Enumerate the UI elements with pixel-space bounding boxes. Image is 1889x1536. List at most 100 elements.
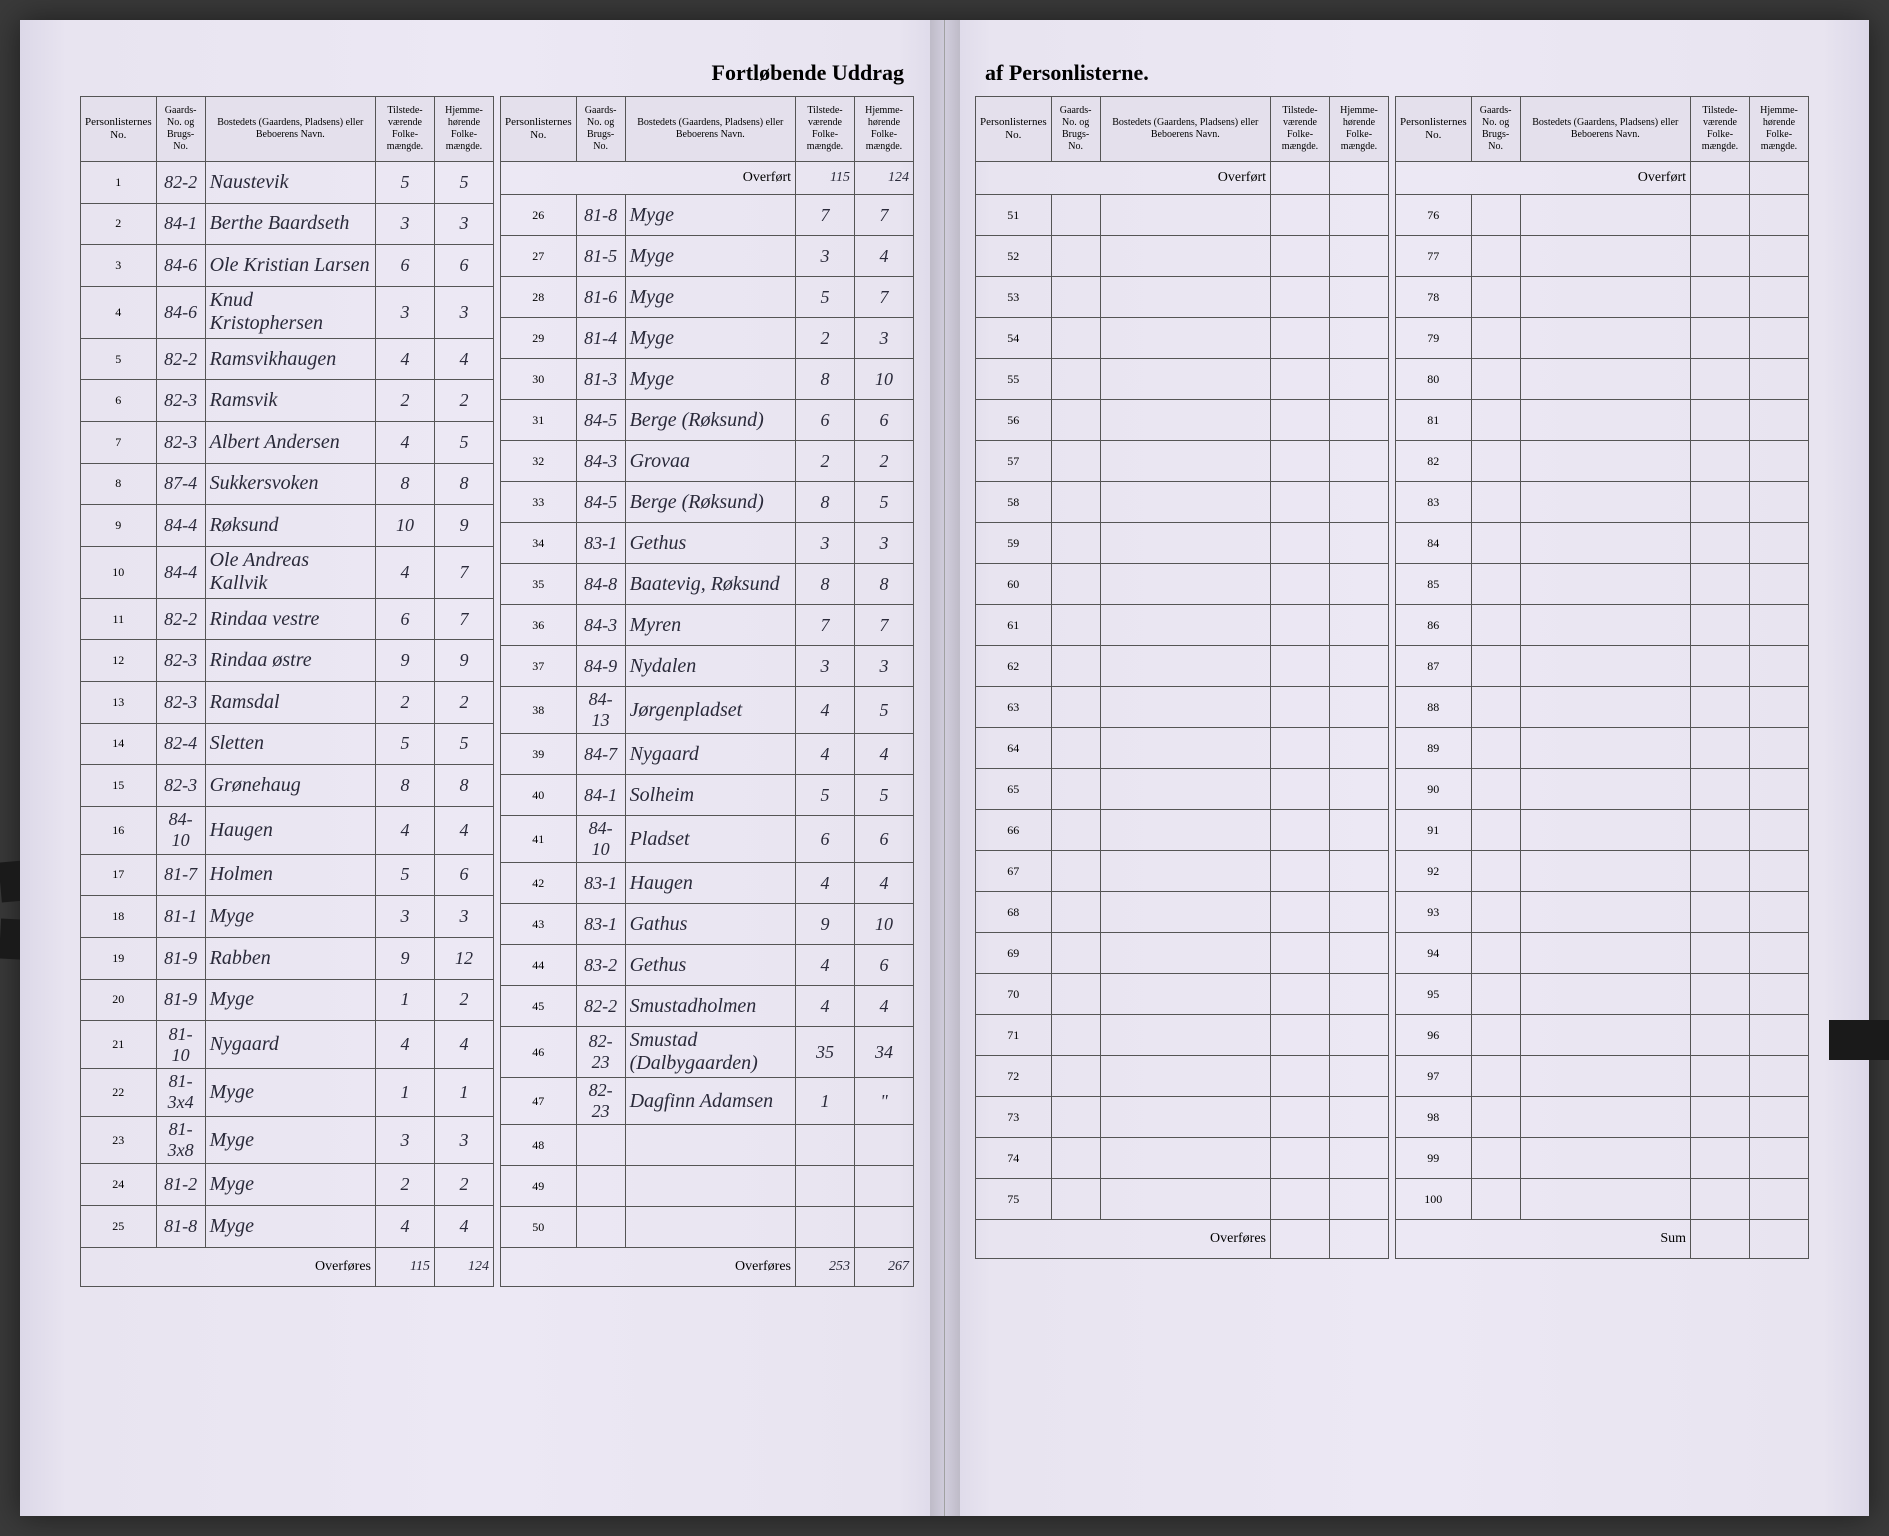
table-row: 57: [976, 441, 1389, 482]
table-row: 62: [976, 646, 1389, 687]
row-gard: [1051, 1138, 1100, 1179]
row-tilst: [1271, 236, 1330, 277]
table-row: 66: [976, 810, 1389, 851]
row-tilst: 4: [376, 422, 435, 464]
row-gard: 82-2: [156, 162, 205, 204]
row-gard: 84-3: [576, 605, 625, 646]
row-num: 99: [1396, 1138, 1472, 1179]
table-row: 4383-1Gathus910: [501, 904, 914, 945]
row-num: 56: [976, 400, 1052, 441]
ledger-table-1: Personlisternes No. Gaards-No. og Brugs-…: [80, 96, 494, 1287]
table-row: 182-2Naustevik55: [81, 162, 494, 204]
row-gard: [1471, 195, 1520, 236]
row-gard: 81-8: [576, 195, 625, 236]
row-tilst: 2: [796, 441, 855, 482]
table-row: 3684-3Myren77: [501, 605, 914, 646]
row-hjem: 6: [435, 245, 494, 287]
row-tilst: 1: [376, 979, 435, 1021]
row-tilst: 5: [376, 723, 435, 765]
row-gard: 82-3: [156, 380, 205, 422]
row-gard: 81-5: [576, 236, 625, 277]
row-gard: 82-4: [156, 723, 205, 765]
row-num: 86: [1396, 605, 1472, 646]
row-tilst: 2: [376, 380, 435, 422]
row-name: Smustadholmen: [625, 986, 795, 1027]
row-name: [1100, 646, 1270, 687]
row-hjem: [1330, 892, 1389, 933]
row-name: Nydalen: [625, 646, 795, 687]
row-num: 17: [81, 854, 157, 896]
row-hjem: [1330, 810, 1389, 851]
col-hjemme: Hjemme-hørende Folke-mængde.: [1330, 97, 1389, 162]
row-hjem: [1750, 728, 1809, 769]
row-hjem: [1750, 687, 1809, 728]
row-tilst: [1691, 482, 1750, 523]
row-name: Smustad (Dalbygaarden): [625, 1027, 795, 1078]
table-row: 3584-8Baatevig, Røksund88: [501, 564, 914, 605]
row-tilst: [1691, 359, 1750, 400]
overfores-label: Overføres: [976, 1220, 1271, 1259]
row-gard: 83-1: [576, 863, 625, 904]
table-row: 53: [976, 277, 1389, 318]
table-row: 3784-9Nydalen33: [501, 646, 914, 687]
row-hjem: 7: [435, 598, 494, 640]
row-gard: 82-3: [156, 422, 205, 464]
row-num: 60: [976, 564, 1052, 605]
row-hjem: [1330, 1138, 1389, 1179]
row-hjem: [1750, 974, 1809, 1015]
row-num: 67: [976, 851, 1052, 892]
row-tilst: [1691, 810, 1750, 851]
row-tilst: [1271, 1056, 1330, 1097]
row-num: 8: [81, 463, 157, 505]
row-hjem: 3: [855, 646, 914, 687]
row-gard: [1471, 277, 1520, 318]
table-row: 50: [501, 1207, 914, 1248]
row-name: [1520, 933, 1690, 974]
row-hjem: [1330, 974, 1389, 1015]
row-hjem: [855, 1125, 914, 1166]
row-name: [1520, 277, 1690, 318]
row-tilst: [1271, 605, 1330, 646]
row-num: 32: [501, 441, 577, 482]
row-hjem: [1330, 1179, 1389, 1220]
row-gard: [1471, 318, 1520, 359]
row-gard: 83-2: [576, 945, 625, 986]
row-num: 49: [501, 1166, 577, 1207]
row-name: [1520, 564, 1690, 605]
row-num: 85: [1396, 564, 1472, 605]
row-hjem: [1750, 482, 1809, 523]
row-tilst: [1691, 318, 1750, 359]
row-gard: [1051, 605, 1100, 646]
table-row: 3984-7Nygaard44: [501, 734, 914, 775]
row-hjem: 4: [435, 1206, 494, 1248]
row-tilst: [1271, 974, 1330, 1015]
row-hjem: [1330, 236, 1389, 277]
row-gard: [1051, 1056, 1100, 1097]
row-tilst: [1271, 277, 1330, 318]
table-row: 67: [976, 851, 1389, 892]
row-hjem: [1330, 769, 1389, 810]
row-num: 47: [501, 1078, 577, 1125]
table-row: 4483-2Gethus46: [501, 945, 914, 986]
row-tilst: 2: [376, 682, 435, 724]
col-bosted: Bostedets (Gaardens, Pladsens) eller Beb…: [205, 97, 375, 162]
row-name: [1520, 810, 1690, 851]
row-hjem: 2: [435, 979, 494, 1021]
table-row: 71: [976, 1015, 1389, 1056]
row-hjem: 12: [435, 937, 494, 979]
row-gard: [1471, 687, 1520, 728]
row-num: 38: [501, 687, 577, 734]
row-gard: 82-3: [156, 640, 205, 682]
row-hjem: [1750, 605, 1809, 646]
row-hjem: 8: [435, 463, 494, 505]
table-row: 55: [976, 359, 1389, 400]
row-name: [1520, 646, 1690, 687]
row-gard: 81-3x8: [156, 1116, 205, 1164]
col-hjemme: Hjemme-hørende Folke-mængde.: [855, 97, 914, 162]
overfores-hjem: 267: [855, 1248, 914, 1287]
row-num: 40: [501, 775, 577, 816]
row-hjem: 7: [855, 277, 914, 318]
page-title-right: af Personlisterne.: [975, 60, 1809, 86]
row-num: 63: [976, 687, 1052, 728]
row-tilst: 8: [796, 564, 855, 605]
